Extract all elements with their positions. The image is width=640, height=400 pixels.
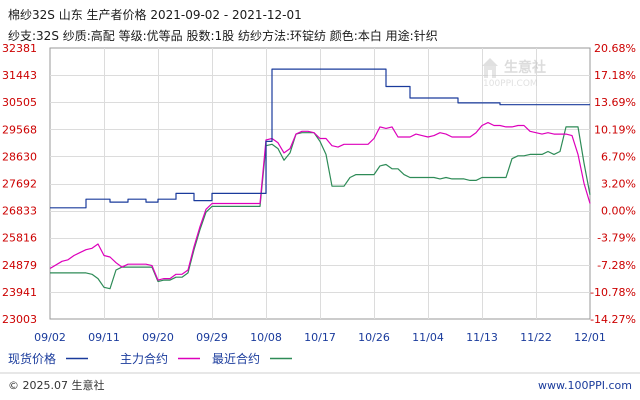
- x-tick-label: 10/08: [250, 331, 282, 344]
- y-tick-label: 23003: [2, 313, 37, 326]
- y-tick-label: 25816: [2, 232, 37, 245]
- legend-label: 现货价格: [8, 351, 56, 366]
- y-tick-label: 24879: [2, 259, 37, 272]
- x-tick-label: 12/01: [574, 331, 606, 344]
- legend: 现货价格 主力合约 最近合约: [8, 351, 292, 366]
- y-tick-label: 30505: [2, 96, 37, 109]
- x-tick-label: 09/02: [34, 331, 66, 344]
- y-tick-label: 26833: [2, 205, 37, 218]
- y-tick-label: 28630: [2, 150, 37, 163]
- x-tick-label: 11/04: [412, 331, 444, 344]
- x-tick-label: 09/20: [142, 331, 174, 344]
- y-tick-label: 23941: [2, 286, 37, 299]
- y-tick-label: 27692: [2, 178, 37, 191]
- legend-label: 最近合约: [212, 351, 260, 366]
- y-axis-right: 20.68% 17.18% 13.69% 10.19% 6.70% 3.20% 0.00% -…: [590, 42, 636, 326]
- y2-tick-label: 0.00%: [601, 205, 636, 218]
- y2-tick-label: -7.28%: [597, 259, 636, 272]
- x-tick-label: 11/13: [466, 331, 498, 344]
- x-tick-label: 10/26: [358, 331, 390, 344]
- watermark-logo-icon: [482, 58, 498, 78]
- y-axis-left: 32381 31443 30505 29568 28630 27692 26833 25816…: [2, 42, 37, 326]
- grid: [50, 48, 590, 319]
- y2-tick-label: 6.70%: [601, 150, 636, 163]
- series-layer: [49, 68, 591, 290]
- y2-tick-label: 3.20%: [601, 178, 636, 191]
- y-tick-label: 32381: [2, 42, 37, 55]
- y2-tick-label: 17.18%: [594, 69, 636, 82]
- footer-copyright: © 2025.07 生意社: [8, 378, 104, 392]
- x-tick-label: 09/29: [196, 331, 228, 344]
- footer-url: www.100PPI.com: [538, 379, 632, 392]
- y2-tick-label: -3.79%: [597, 232, 636, 245]
- chart-title: 棉纱32S 山东 生产者价格 2021-09-02 - 2021-12-01: [8, 7, 302, 22]
- x-tick-label: 11/22: [520, 331, 552, 344]
- watermark: 生意社 100PPI.COM: [482, 58, 546, 89]
- y2-tick-label: -14.27%: [590, 313, 636, 326]
- watermark-brand: 生意社: [504, 59, 546, 76]
- series-line-0: [50, 68, 590, 209]
- x-axis: 09/02 09/11 09/20 09/29 10/08 10/17 10/26 11/04…: [34, 331, 606, 344]
- legend-label: 主力合约: [120, 351, 168, 366]
- y2-tick-label: -10.78%: [590, 286, 636, 299]
- x-tick-label: 10/17: [304, 331, 336, 344]
- y2-tick-label: 13.69%: [594, 96, 636, 109]
- series-line-2: [50, 126, 591, 290]
- y2-tick-label: 10.19%: [594, 123, 636, 136]
- y-tick-label: 31443: [2, 69, 37, 82]
- watermark-url: 100PPI.COM: [483, 79, 538, 89]
- y-tick-label: 29568: [2, 123, 37, 136]
- series-line-1: [49, 121, 591, 281]
- chart-subtitle: 纱支:32S 纱质:高配 等级:优等品 股数:1股 纺纱方法:环锭纺 颜色:本白…: [8, 28, 438, 43]
- y2-tick-label: 20.68%: [594, 42, 636, 55]
- x-tick-label: 09/11: [88, 331, 120, 344]
